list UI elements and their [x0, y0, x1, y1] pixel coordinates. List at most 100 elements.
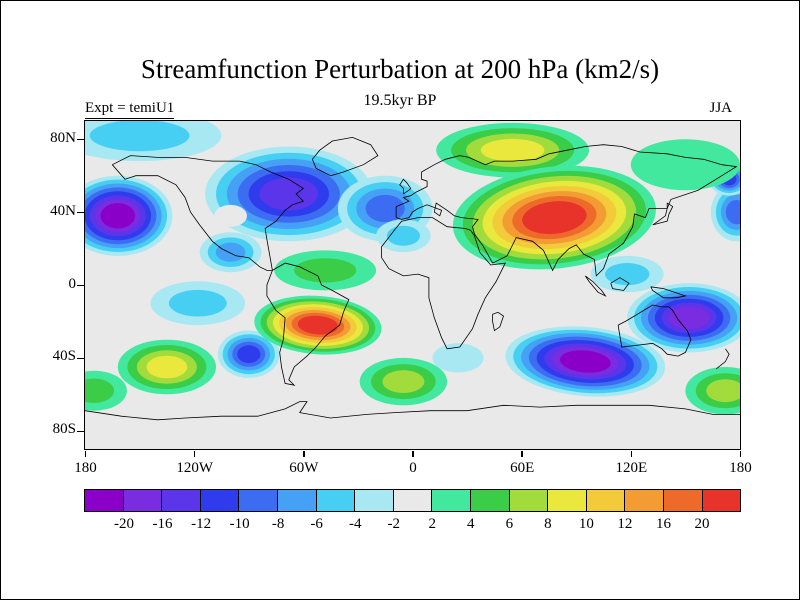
contour-fill-europe-atlantic-negative [365, 194, 405, 223]
colorbar-label: 6 [505, 516, 514, 532]
x-tick-label: 60W [289, 460, 319, 476]
coastline [716, 348, 730, 370]
coastline [652, 202, 674, 226]
contour-fill-tropical-atlantic-positive [294, 258, 357, 283]
colorbar-label: -16 [152, 516, 173, 532]
colorbar-label: -2 [387, 516, 400, 532]
coastline [650, 286, 687, 299]
contour-map [85, 121, 740, 449]
colorbar-segment-15 [662, 490, 702, 511]
colorbar-segment-12 [547, 490, 586, 511]
x-tick-mark [193, 451, 196, 457]
colorbar-segment-7 [354, 490, 393, 511]
contour-fill-south-atlantic-positive [382, 370, 425, 393]
coastline [111, 155, 305, 271]
x-tick-mark [630, 451, 633, 457]
colorbar-label: -8 [271, 516, 285, 532]
colorbar-label: 4 [467, 516, 475, 532]
chart-subtitle: 19.5kyr BP [363, 92, 437, 109]
y-tick-label: 40S [52, 348, 76, 365]
y-tick-mark [77, 430, 84, 433]
colorbar-label: -10 [229, 516, 250, 532]
coastline [381, 217, 506, 350]
contour-fill-south-america-positive [297, 315, 339, 335]
contour-fill-asia-positive [522, 201, 587, 235]
colorbar-segment-16 [701, 490, 741, 511]
contour-fill-south-indian-ocean-negative [559, 350, 611, 373]
y-tick-mark [77, 357, 84, 360]
colorbar-segment-9 [431, 490, 470, 511]
contour-fill-central-north-america-neutral [214, 204, 248, 227]
colorbar-segment-8 [392, 490, 432, 511]
y-tick-label: 80S [52, 421, 76, 438]
contour-fill-central-africa-neutral [430, 279, 475, 313]
coastline [584, 275, 607, 297]
x-tick-label: 120E [615, 460, 648, 476]
contour-fill-new-zealand-positive [706, 379, 740, 403]
colorbar-segment-11 [508, 490, 548, 511]
colorbar [84, 489, 741, 512]
x-tick-mark [739, 451, 742, 457]
experiment-label: Expt = temiU1 [85, 100, 175, 119]
x-tick-label: 180 [729, 460, 752, 476]
coastline [85, 401, 740, 421]
x-tick-mark [412, 451, 414, 457]
x-tick-label: 0 [409, 460, 417, 476]
colorbar-label: 8 [544, 516, 552, 532]
colorbar-label: -20 [114, 516, 135, 532]
colorbar-segment-10 [469, 490, 509, 511]
y-tick-label: 40N [50, 202, 76, 219]
contour-fill-north-america-atlantic-negative [259, 177, 319, 211]
contour-fill-north-pacific-negative [100, 203, 136, 229]
coastline [617, 304, 692, 357]
contour-fill-arctic-russia-positive [480, 138, 545, 162]
colorbar-segment-0 [85, 490, 123, 511]
colorbar-segment-1 [122, 490, 162, 511]
colorbar-label: 12 [617, 516, 633, 532]
colorbar-label: 10 [578, 516, 594, 532]
contour-fill-far-south-pacific-positive [85, 378, 115, 403]
colorbar-segment-3 [199, 490, 239, 511]
contour-fill-east-pacific-equatorial-negative [168, 289, 227, 317]
contour-fill-northwest-pacific-edge-negative [725, 200, 740, 225]
contour-fill-madagascar-neutral [487, 299, 528, 326]
colorbar-segment-2 [161, 490, 200, 511]
colorbar-segment-4 [238, 490, 277, 511]
y-tick-mark [77, 211, 84, 214]
coastline [492, 311, 504, 332]
colorbar-segment-6 [315, 490, 355, 511]
colorbar-label: -12 [191, 516, 212, 532]
x-tick-label: 60E [510, 460, 535, 476]
colorbar-label: -4 [348, 516, 362, 532]
y-tick-label: 0 [68, 275, 77, 292]
colorbar-labels: -20 -16 -12 -10 -8 -6 -4 -2 2 4 6 8 10 12 16 20 [0, 516, 800, 536]
y-tick-mark [77, 138, 84, 141]
x-tick-label: 180 [74, 460, 97, 476]
season-label: JJA [709, 100, 732, 116]
coastline [311, 136, 379, 177]
coastline [395, 144, 738, 277]
colorbar-label: 2 [428, 516, 437, 532]
x-tick-label: 120W [176, 460, 213, 476]
map-panel [84, 120, 741, 450]
contour-fill-arctic-pacific-negative [89, 121, 190, 152]
colorbar-segment-13 [585, 490, 625, 511]
contour-fill-australia-west-pacific-negative [668, 306, 710, 330]
colorbar-segment-5 [276, 490, 316, 511]
contour-fill-southeast-pacific-negative [237, 345, 261, 364]
y-tick-label: 80N [50, 129, 76, 146]
colorbar-label: 16 [655, 516, 671, 532]
contour-fill-mexico-negative [215, 242, 246, 262]
contour-fill-south-pacific-positive [146, 355, 188, 379]
y-tick-mark [77, 284, 84, 287]
colorbar-label: -6 [310, 516, 323, 532]
coastline [399, 178, 412, 195]
x-tick-mark [303, 451, 305, 457]
coastline [610, 277, 630, 291]
coastline [266, 262, 350, 386]
colorbar-segment-14 [624, 490, 663, 511]
contour-fill-south-africa-negative [432, 343, 484, 373]
contour-fill-northeast-asia-positive [630, 139, 740, 191]
colorbar-label: 20 [694, 516, 710, 532]
